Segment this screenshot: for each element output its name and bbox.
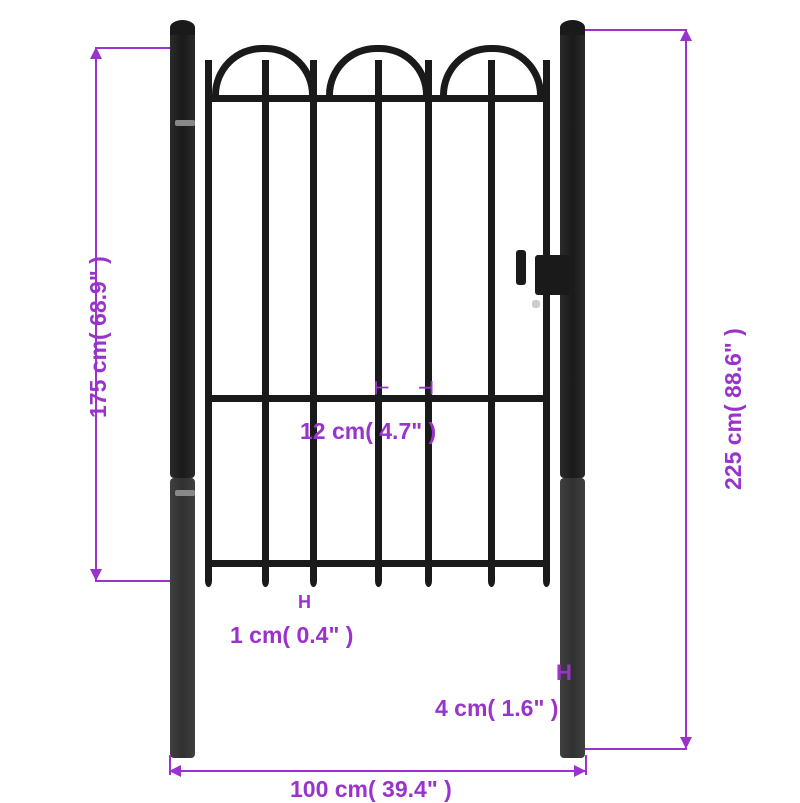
gate-bar bbox=[488, 60, 495, 580]
gate-post-left-lower bbox=[170, 478, 195, 758]
dim-label-height-right: 225 cm( 88.6" ) bbox=[720, 328, 747, 490]
dim-marker-icon: ⊣ bbox=[418, 378, 434, 399]
lock-body-icon bbox=[535, 255, 570, 295]
gate-spike bbox=[375, 575, 382, 587]
gate-post-right-lower bbox=[560, 478, 585, 758]
dim-marker-icon: ⊢ bbox=[374, 378, 390, 399]
gate-spike bbox=[205, 575, 212, 587]
gate-left-stile bbox=[205, 60, 212, 580]
gate-spike bbox=[262, 575, 269, 587]
gate-bar bbox=[262, 60, 269, 580]
dim-label-bar-gap: 12 cm( 4.7" ) bbox=[300, 418, 436, 445]
diagram-canvas: 175 cm( 68.9" ) 225 cm( 88.6" ) 100 cm( … bbox=[0, 0, 800, 800]
hinge-icon bbox=[175, 490, 195, 496]
gate-post-left bbox=[170, 28, 195, 478]
dim-label-height-left: 175 cm( 68.9" ) bbox=[85, 256, 112, 418]
gate-spike bbox=[488, 575, 495, 587]
dim-line-height-right bbox=[685, 30, 687, 748]
dim-ext-line bbox=[95, 580, 170, 582]
dim-ext-line bbox=[95, 47, 170, 49]
dim-line-width bbox=[170, 770, 585, 772]
gate-spike bbox=[543, 575, 550, 587]
gate-bar bbox=[375, 60, 382, 580]
post-cap-icon bbox=[170, 20, 195, 35]
dim-ext-line bbox=[169, 755, 171, 775]
dim-ext-line bbox=[585, 755, 587, 775]
hinge-icon bbox=[175, 120, 195, 126]
gate-bar bbox=[310, 60, 317, 580]
lock-keyhole-icon bbox=[532, 300, 540, 308]
h-marker-icon: H bbox=[556, 660, 575, 686]
gate-right-stile bbox=[543, 60, 550, 580]
dim-ext-line bbox=[585, 29, 687, 31]
dim-label-bar-thick: 1 cm( 0.4" ) bbox=[230, 622, 353, 649]
dim-label-post-thick: 4 cm( 1.6" ) bbox=[435, 695, 558, 722]
post-cap-icon bbox=[560, 20, 585, 35]
dim-label-width: 100 cm( 39.4" ) bbox=[290, 776, 452, 803]
latch-handle-icon bbox=[516, 250, 526, 285]
gate-spike bbox=[425, 575, 432, 587]
dim-ext-line bbox=[585, 748, 687, 750]
h-marker-icon: H bbox=[298, 592, 307, 613]
gate-spike bbox=[310, 575, 317, 587]
gate-post-right bbox=[560, 28, 585, 478]
gate-bar bbox=[425, 60, 432, 580]
